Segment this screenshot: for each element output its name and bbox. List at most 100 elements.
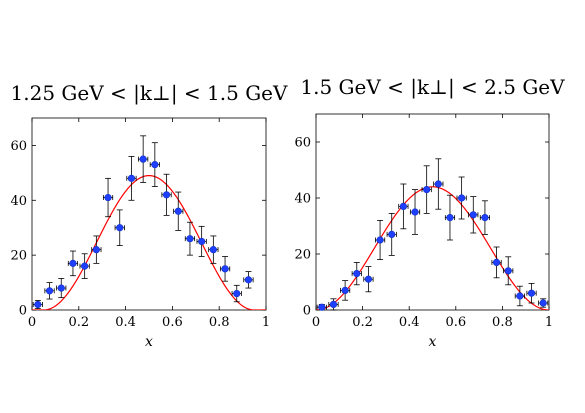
data-marker xyxy=(364,275,373,283)
data-point xyxy=(503,256,514,286)
data-point xyxy=(479,200,490,235)
data-point xyxy=(44,282,55,300)
data-point xyxy=(56,278,67,299)
x-tick-label: 0.8 xyxy=(492,315,513,330)
data-marker xyxy=(209,246,217,254)
data-marker xyxy=(527,289,536,297)
data-marker xyxy=(151,161,159,169)
fit-curve xyxy=(32,174,266,310)
data-marker xyxy=(423,186,431,194)
data-point xyxy=(126,155,137,201)
data-marker xyxy=(376,236,384,244)
data-marker xyxy=(353,270,361,278)
left-panel: 1.25 GeV < |k⊥| < 1.5 GeV 0 0.2 0.4 0.6 0.8 1 0… xyxy=(10,81,288,350)
data-point xyxy=(184,221,196,256)
data-marker xyxy=(34,300,42,309)
y-tick-label: 20 xyxy=(10,249,27,264)
plot-frame xyxy=(31,117,267,311)
data-marker xyxy=(127,174,136,182)
y-tick-label: 0 xyxy=(19,304,27,319)
data-marker xyxy=(45,287,54,295)
x-tick-label: 1 xyxy=(545,315,553,330)
x-tick-label: 0.8 xyxy=(209,315,230,330)
data-marker xyxy=(104,193,112,202)
data-point xyxy=(173,191,184,231)
x-tick-label: 0.6 xyxy=(162,315,183,330)
data-marker xyxy=(388,230,396,238)
data-marker xyxy=(516,292,524,300)
data-marker xyxy=(434,180,442,188)
data-point xyxy=(196,225,207,257)
data-marker xyxy=(139,155,147,163)
data-marker xyxy=(92,246,100,254)
x-tick-label: 0.6 xyxy=(445,315,466,330)
data-point xyxy=(444,194,456,241)
data-point xyxy=(161,173,172,216)
data-marker xyxy=(162,191,171,199)
plot-frame xyxy=(315,113,550,311)
data-point xyxy=(526,282,537,304)
data-marker xyxy=(481,214,489,222)
data-point xyxy=(328,298,339,311)
data-point xyxy=(456,176,467,220)
x-axis-label: x xyxy=(429,334,437,350)
data-point xyxy=(149,142,160,187)
data-marker xyxy=(116,224,124,232)
data-point xyxy=(208,235,219,264)
data-marker xyxy=(318,303,326,311)
y-tick-label: 60 xyxy=(294,136,311,151)
chart-title: 1.5 GeV < |k⊥| < 2.5 GeV xyxy=(300,75,565,100)
data-point xyxy=(219,256,231,282)
data-point xyxy=(421,165,432,214)
data-marker xyxy=(233,289,241,298)
data-point xyxy=(375,219,386,261)
data-point xyxy=(468,196,479,234)
data-marker xyxy=(411,208,419,216)
data-point xyxy=(32,299,43,310)
right-panel: 1.5 GeV < |k⊥| < 2.5 GeV 0 0.2 0.4 0.6 0.8 1 0 2… xyxy=(294,75,565,350)
x-tick-label: 0.4 xyxy=(115,315,136,330)
data-point xyxy=(538,298,549,308)
data-point xyxy=(491,246,502,279)
data-point xyxy=(386,212,397,256)
data-marker xyxy=(492,258,501,267)
data-marker xyxy=(186,235,194,243)
x-tick-label: 0 xyxy=(28,315,36,330)
data-point xyxy=(363,266,374,293)
data-point xyxy=(243,271,254,289)
x-tick-label: 0.2 xyxy=(352,315,373,330)
data-point xyxy=(316,303,327,311)
y-tick-label: 20 xyxy=(294,248,311,263)
data-point xyxy=(409,189,421,235)
data-marker xyxy=(469,211,477,219)
data-marker xyxy=(81,262,89,270)
data-point xyxy=(340,280,351,301)
data-point xyxy=(91,235,102,264)
data-marker xyxy=(458,194,466,202)
data-marker xyxy=(341,286,349,295)
x-tick-label: 0.2 xyxy=(68,315,89,330)
y-tick-label: 60 xyxy=(10,139,27,154)
data-marker xyxy=(198,237,206,246)
data-marker xyxy=(244,276,253,284)
data-marker xyxy=(504,267,512,275)
data-marker xyxy=(399,202,407,210)
data-marker xyxy=(329,300,338,309)
data-marker xyxy=(174,207,182,215)
data-point xyxy=(231,284,242,303)
data-point xyxy=(433,158,444,210)
data-marker xyxy=(57,284,65,292)
x-axis-label: x xyxy=(145,334,153,350)
data-point xyxy=(138,135,149,183)
data-point xyxy=(79,253,90,279)
x-tick-label: 1 xyxy=(262,315,270,330)
data-point xyxy=(351,261,362,286)
y-tick-label: 40 xyxy=(10,194,27,209)
data-marker xyxy=(221,265,229,273)
data-point xyxy=(67,250,79,277)
data-marker xyxy=(69,259,77,267)
data-point xyxy=(398,183,409,230)
y-tick-label: 40 xyxy=(294,192,311,207)
data-marker xyxy=(539,299,547,307)
